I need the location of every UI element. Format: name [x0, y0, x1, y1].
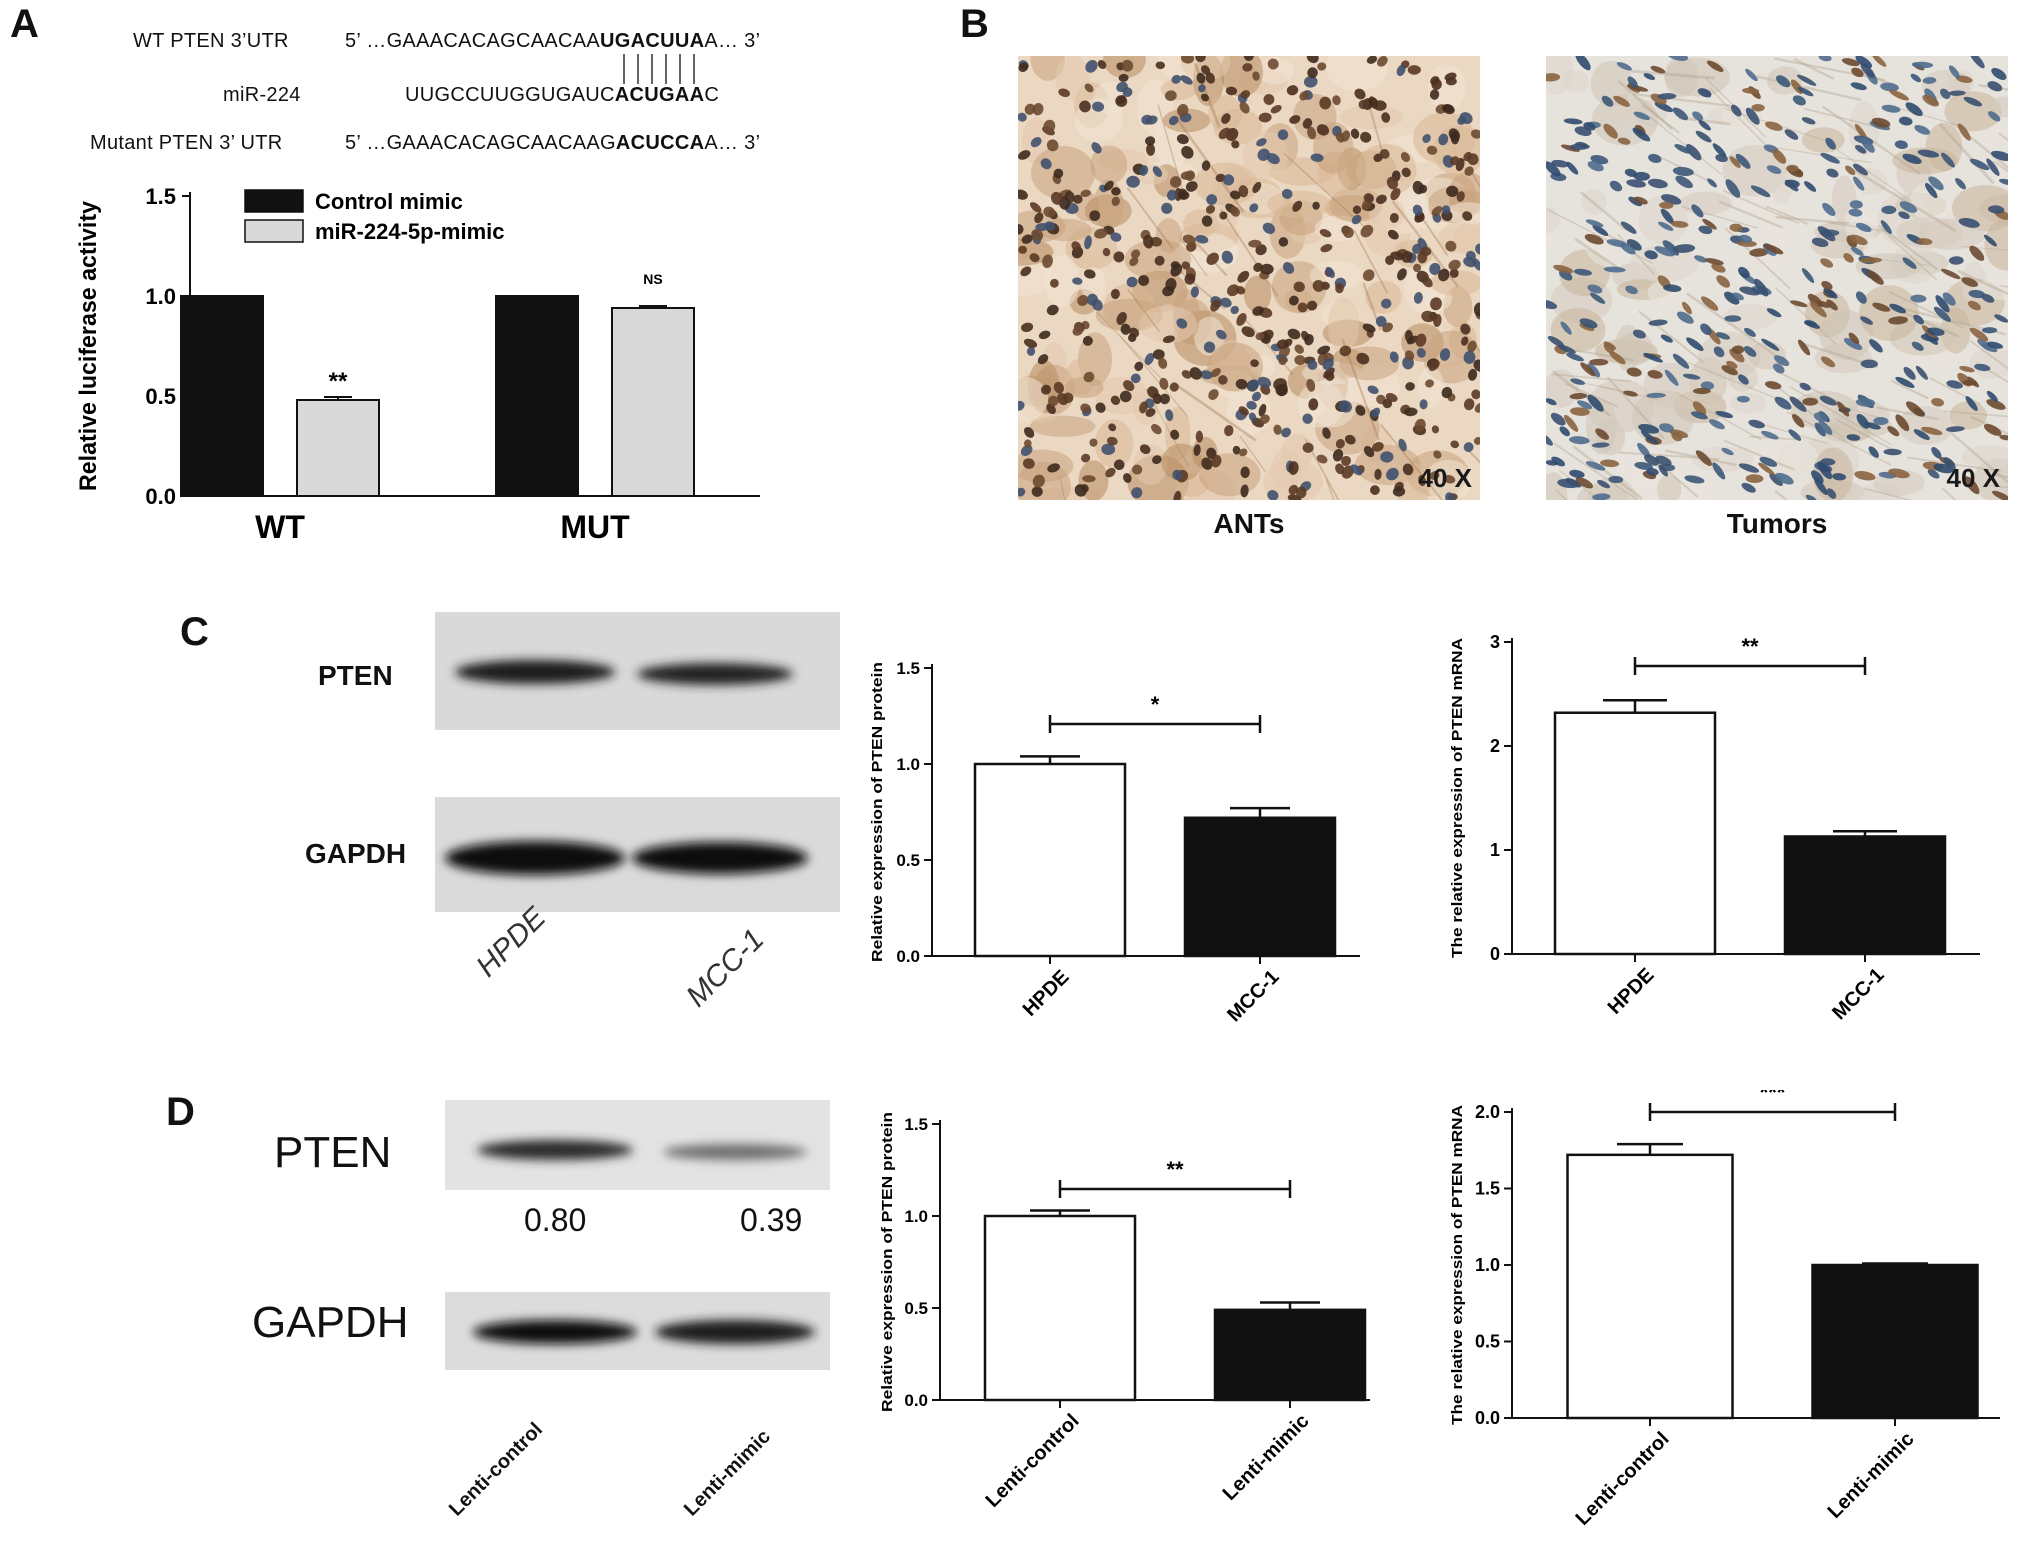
- tick-label-x: HPDE: [1604, 964, 1659, 1019]
- tick-label-y: 1: [1490, 840, 1500, 860]
- bar: [983, 1214, 1137, 1402]
- blot-d-lane-mimic: Lenti-mimic: [680, 1425, 775, 1521]
- seq-label-wt: WT PTEN 3’UTR: [133, 30, 289, 52]
- tick-label-y: 0.0: [1475, 1408, 1500, 1428]
- legend-swatch: [244, 219, 304, 243]
- tick-label-x: Lenti-control: [1572, 1428, 1674, 1530]
- y-axis-label: The relative expression of PTEN mRNA: [1449, 638, 1466, 958]
- significance-label: ***: [1760, 1090, 1786, 1105]
- tick-label-y: 0.5: [1475, 1332, 1500, 1352]
- tick-label-y: 1.0: [145, 284, 176, 309]
- seq-mir: UUGCCUUGGUGAUCACUGAAC: [405, 84, 720, 106]
- tick-label-x: Lenti-mimic: [1824, 1428, 1919, 1523]
- blot-d-quant-mimic: 0.39: [740, 1202, 803, 1238]
- significance-label: *: [1151, 692, 1160, 717]
- tick-label-x: MCC-1: [1828, 964, 1888, 1024]
- y-axis-label: Relative expression of PTEN protein: [869, 662, 886, 962]
- legend-swatch: [244, 189, 304, 213]
- tick-label-y: 1.0: [904, 1207, 928, 1226]
- tick-label-y: 1.5: [896, 659, 920, 678]
- panel-label-b: B: [960, 2, 989, 46]
- blot-d-label-gapdh: GAPDH: [252, 1298, 409, 1347]
- bar: [1213, 1308, 1367, 1402]
- blot-c-label-pten: PTEN: [318, 660, 393, 691]
- tick-label-x: Lenti-control: [982, 1410, 1084, 1512]
- chart-d-protein: 0.0 0.5 1.0 1.5 Relative expression of PTEN …: [879, 1112, 1370, 1512]
- chart-a-luciferase: 0.0 0.5 1.0 1.5 Relative luciferase activity…: [75, 184, 760, 545]
- y-axis-label: Relative luciferase activity: [75, 200, 102, 491]
- tick-label-y: 1.0: [896, 755, 920, 774]
- bar: [1811, 1263, 1979, 1420]
- significance-label: **: [1166, 1157, 1184, 1182]
- tick-label-y: 3: [1490, 632, 1500, 652]
- micrograph-tumors: 40 X: [1546, 56, 2008, 500]
- micrograph-caption-tumors: Tumors: [1726, 508, 1828, 539]
- blot-c-image: [435, 612, 840, 912]
- tick-label-x: MUT: [560, 509, 630, 545]
- micrograph-caption-ants: ANTs: [1213, 508, 1285, 539]
- tick-label-y: 0.5: [145, 384, 176, 409]
- seq-label-mir: miR-224: [223, 84, 301, 106]
- blot-d-quant-control: 0.80: [524, 1202, 587, 1238]
- micrograph-ants: 40 X: [1018, 56, 1480, 500]
- bar: [1183, 816, 1337, 958]
- tick-label-x: WT: [255, 509, 305, 545]
- tick-label-y: 1.5: [904, 1115, 928, 1134]
- tick-label-x: HPDE: [1019, 966, 1074, 1021]
- chart-c-protein: 0.0 0.5 1.0 1.5 Relative expression of PTEN …: [869, 659, 1360, 1026]
- blot-c-lane-mcc1: MCC-1: [680, 922, 771, 1014]
- tick-label-y: 1.5: [1475, 1179, 1500, 1199]
- tick-label-y: 0.5: [904, 1299, 928, 1318]
- bar: [1553, 711, 1717, 956]
- panel-label-c: C: [180, 610, 209, 654]
- bar: [495, 295, 579, 497]
- seq-mut: 5’ …GAAACACAGCAACAAGACUCCAA… 3’: [345, 132, 761, 154]
- tick-label-y: 0: [1490, 944, 1500, 964]
- seq-label-mut: Mutant PTEN 3’ UTR: [90, 132, 283, 154]
- y-axis-label: Relative expression of PTEN protein: [879, 1112, 896, 1412]
- blot-d-image: [445, 1100, 830, 1370]
- tick-label-x: MCC-1: [1223, 966, 1283, 1026]
- chart-d-mrna: 0.0 0.5 1.0 1.5 2.0 The relative expression o…: [1449, 1090, 2000, 1530]
- tick-label-y: 0.0: [904, 1391, 928, 1410]
- blot-c-lane-hpde: HPDE: [470, 901, 553, 984]
- bar: [611, 307, 695, 497]
- bar: [180, 295, 264, 497]
- magnification-label-tumors: 40 X: [1946, 463, 2001, 493]
- y-axis-label: The relative expression of PTEN mRNA: [1449, 1105, 1466, 1425]
- tick-label-y: 0.0: [896, 947, 920, 966]
- tick-label-y: 2: [1490, 736, 1500, 756]
- tick-label-y: 0.0: [145, 484, 176, 509]
- legend-label: miR-224-5p-mimic: [315, 219, 505, 244]
- legend-label: Control mimic: [315, 189, 463, 214]
- blot-d-lane-control: Lenti-control: [445, 1418, 547, 1521]
- bar: [296, 399, 380, 497]
- tick-label-y: 0.5: [896, 851, 920, 870]
- panel-label-a: A: [10, 2, 39, 46]
- significance-label: **: [329, 368, 348, 395]
- seq-wt: 5’ …GAAACACAGCAACAAUGACUUAA… 3’: [345, 30, 761, 52]
- significance-label: NS: [643, 271, 662, 287]
- tick-label-x: Lenti-mimic: [1219, 1410, 1314, 1505]
- blot-d-label-pten: PTEN: [274, 1128, 392, 1177]
- chart-c-mrna: 0 1 2 3 The relative expression of PTEN mRNA…: [1449, 632, 1980, 1024]
- tick-label-y: 1.0: [1475, 1255, 1500, 1275]
- tick-label-y: 1.5: [145, 184, 176, 209]
- magnification-label-ants: 40 X: [1418, 463, 1473, 493]
- base-pair-lines: [623, 54, 695, 84]
- bar: [973, 762, 1127, 958]
- bar: [1783, 835, 1947, 956]
- tick-label-y: 2.0: [1475, 1102, 1500, 1122]
- blot-c-label-gapdh: GAPDH: [305, 838, 407, 869]
- significance-label: **: [1741, 634, 1759, 659]
- bar: [1566, 1153, 1734, 1420]
- panel-label-d: D: [166, 1090, 195, 1134]
